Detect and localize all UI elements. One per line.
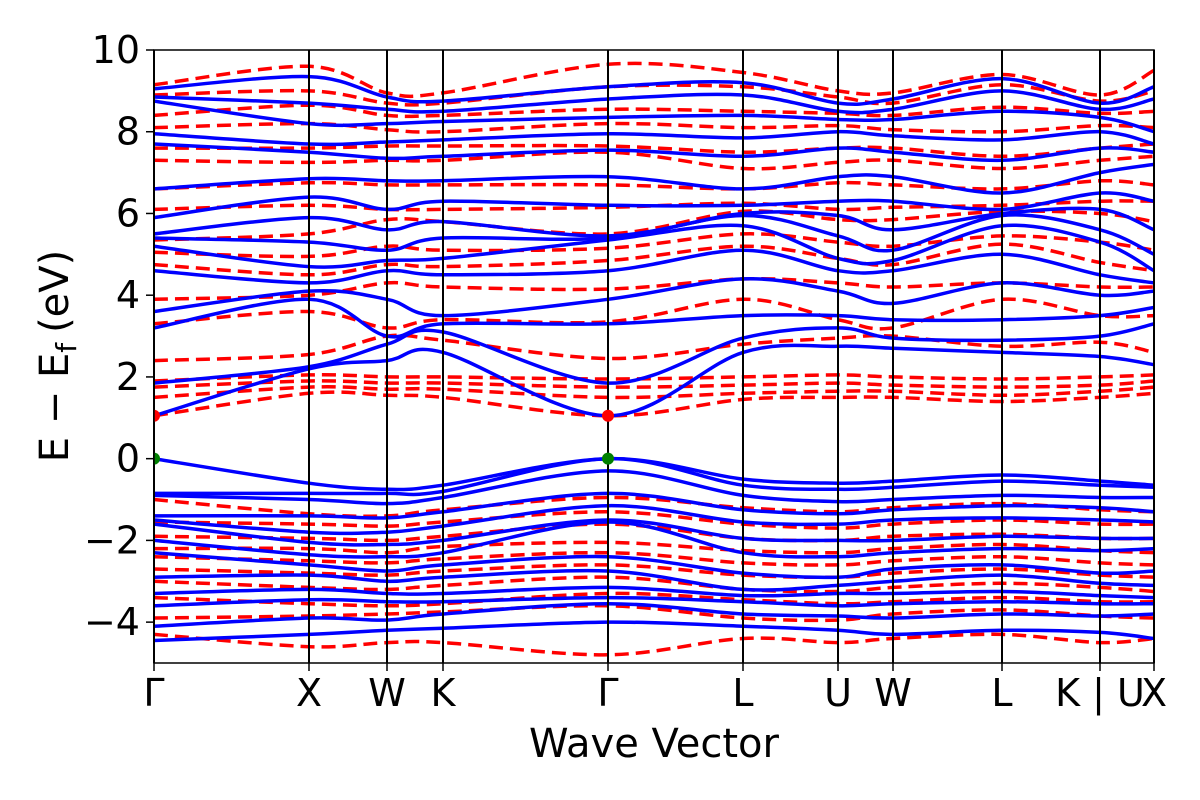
x-tick-label-6: U — [824, 671, 852, 715]
dashed-band-4 — [154, 563, 1154, 580]
solid-band-4 — [154, 568, 1154, 592]
y-tick-label-1: −2 — [84, 518, 140, 562]
dashed-band-5 — [154, 550, 1154, 567]
dashed-band-13 — [154, 373, 1154, 383]
solid-band-9 — [154, 491, 1154, 520]
solid-band-0 — [154, 620, 1154, 643]
y-axis-title: E − Ef (eV) — [32, 250, 83, 463]
dashed-band-15 — [154, 297, 1154, 331]
solid-band-13 — [154, 343, 1154, 418]
y-tick-label-7: 10 — [92, 28, 140, 72]
dashed-band-25 — [154, 103, 1154, 119]
x-tick-label-10: X — [1141, 671, 1167, 715]
y-tick-label-6: 8 — [116, 110, 140, 154]
x-tick-label-1: X — [296, 671, 322, 715]
dashed-band-23 — [154, 142, 1154, 159]
solid-band-11 — [154, 456, 1154, 497]
y-tick-label-3: 2 — [116, 355, 140, 399]
dashed-band-27 — [154, 61, 1154, 99]
dashed-band-20 — [154, 199, 1154, 212]
dashed-band-17 — [154, 242, 1154, 277]
plot-frame — [153, 49, 1155, 664]
dashed-band-0 — [154, 632, 1154, 657]
solid-band-26 — [154, 89, 1154, 115]
solid-band-25 — [154, 99, 1154, 134]
vbm-marker-1 — [602, 452, 614, 465]
svg-text:E − Ef(eV): E − Ef (eV) — [32, 250, 83, 463]
y-axis-title-subscript: f — [50, 342, 83, 353]
y-axis-title-unit: (eV) — [32, 250, 78, 333]
y-tick-label-0: −4 — [84, 600, 140, 644]
dashed-band-26 — [154, 82, 1154, 107]
y-tick-label-2: 0 — [116, 437, 140, 481]
solid-band-6 — [154, 520, 1154, 559]
dashed-band-14 — [154, 333, 1154, 363]
y-tick-label-4: 4 — [116, 273, 140, 317]
solid-band-7 — [154, 518, 1154, 547]
solid-band-24 — [154, 129, 1154, 147]
solid-band-20 — [154, 206, 1154, 238]
x-tick-label-8: L — [991, 671, 1012, 715]
solid-band-1 — [154, 601, 1154, 628]
cbm-marker-1 — [602, 409, 614, 422]
dashed-band-8 — [154, 510, 1154, 530]
extremum-markers — [154, 409, 614, 465]
solid-band-16 — [154, 277, 1154, 318]
solid-band-5 — [154, 550, 1154, 580]
dashed-band-11 — [154, 385, 1154, 400]
dashed-band-18 — [154, 232, 1154, 259]
solid-band-3 — [154, 585, 1154, 600]
dashed-band-2 — [154, 591, 1154, 608]
solid-band-17 — [154, 248, 1154, 285]
y-tick-label-5: 6 — [116, 191, 140, 235]
x-tick-label-2: W — [368, 671, 406, 715]
dashed-band-6 — [154, 540, 1154, 555]
dashed-band-19 — [154, 209, 1154, 242]
solid-band-8 — [154, 503, 1154, 536]
solid-band-27 — [154, 74, 1154, 106]
solid-band-2 — [154, 595, 1154, 608]
solid-band-15 — [154, 297, 1154, 339]
solid-band-12 — [154, 456, 1154, 492]
vbm-marker-0 — [154, 452, 160, 465]
x-tick-label-3: K — [431, 671, 457, 715]
solid-band-18 — [154, 223, 1154, 273]
y-axis-ticks: −4 −2 0 2 4 6 8 10 — [84, 28, 154, 644]
dashed-band-10 — [154, 390, 1154, 418]
solid-band-23 — [154, 142, 1154, 163]
bands-layer — [154, 61, 1154, 657]
x-tick-label-0: Γ — [143, 671, 164, 715]
dashed-band-1 — [154, 603, 1154, 623]
y-axis-title-main: E − E — [32, 353, 78, 463]
dashed-band-22 — [154, 150, 1154, 171]
x-tick-label-5: L — [732, 671, 753, 715]
cbm-marker-0 — [154, 409, 160, 422]
solid-band-21 — [154, 191, 1154, 220]
x-tick-label-7: W — [874, 671, 912, 715]
dashed-band-12 — [154, 379, 1154, 389]
x-axis-title: Wave Vector — [529, 721, 780, 767]
dashed-band-7 — [154, 522, 1154, 543]
x-tick-label-9: K | U — [1055, 671, 1145, 716]
solid-band-22 — [154, 162, 1154, 195]
solid-band-10 — [154, 469, 1154, 506]
x-tick-label-4: Γ — [597, 671, 618, 715]
